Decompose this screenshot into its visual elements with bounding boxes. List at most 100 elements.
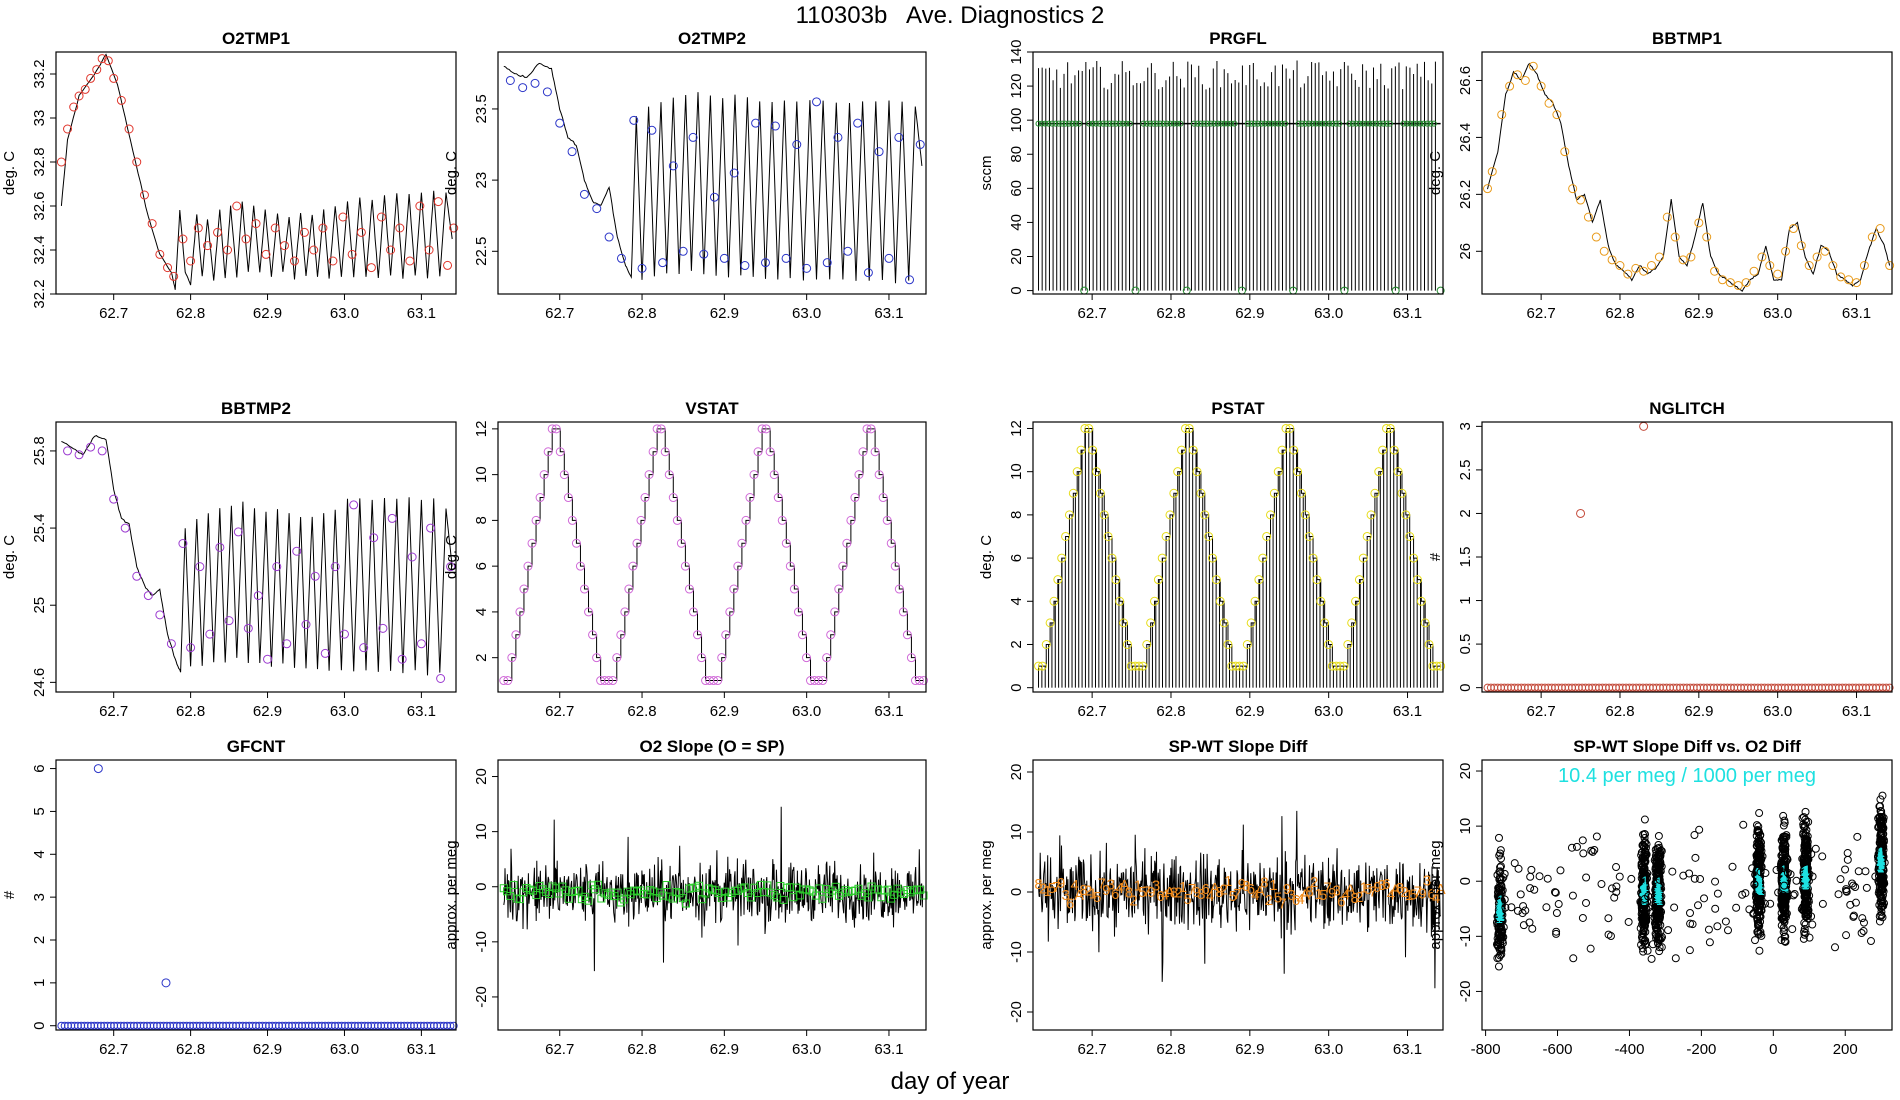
data-point xyxy=(1859,261,1869,271)
data-point xyxy=(801,653,811,663)
fit-label: 1 xyxy=(1495,907,1502,922)
x-tick-label: 62.7 xyxy=(545,305,574,322)
data-point xyxy=(1221,120,1228,127)
data-point xyxy=(1153,575,1163,585)
data-point xyxy=(853,118,863,128)
y-tick-label: 8 xyxy=(473,516,490,524)
data-point xyxy=(1416,596,1426,606)
data-point xyxy=(155,610,165,620)
fit-label: 1 xyxy=(1496,896,1503,911)
fit-label: 1 xyxy=(1782,881,1789,896)
data-label: 6 xyxy=(1156,888,1164,905)
data-point xyxy=(878,493,888,503)
y-tick-label: 2 xyxy=(1457,509,1474,517)
data-point xyxy=(1034,661,1044,671)
y-tick-label: 12 xyxy=(473,421,490,438)
data-label: 7 xyxy=(1052,879,1060,896)
data-point xyxy=(1751,936,1760,945)
data-point xyxy=(1582,898,1591,907)
data-point xyxy=(1582,873,1591,882)
data-point xyxy=(205,629,215,639)
data-point xyxy=(745,493,755,503)
data-point xyxy=(1670,232,1680,242)
data-point xyxy=(449,1021,458,1030)
panel-o2tmp1: O2TMP1 deg. C 32.2 32.4 32.6 32.8 33 33.2 62.7 62… xyxy=(1,29,459,322)
data-point xyxy=(882,515,892,525)
y-tick-label: 20 xyxy=(1008,248,1025,265)
data-label: 6 xyxy=(1382,876,1390,893)
y-tick-label: 6 xyxy=(31,764,48,772)
data-point xyxy=(1123,120,1130,127)
data-point xyxy=(695,881,704,890)
data-point xyxy=(567,147,577,157)
data-label: 8 xyxy=(1351,890,1359,907)
data-point xyxy=(1702,232,1712,242)
data-label: 7 xyxy=(1414,884,1422,901)
x-tick-label: 62.7 xyxy=(1078,305,1107,322)
data-label: 9 xyxy=(1283,881,1291,898)
data-point xyxy=(620,607,630,617)
data-point xyxy=(1165,510,1175,520)
data-point xyxy=(1494,962,1503,971)
x-tick-label: 63.1 xyxy=(1842,703,1871,720)
data-point xyxy=(1721,917,1730,926)
data-point xyxy=(1245,120,1252,127)
data-label: 2 xyxy=(1310,874,1318,891)
y-tick-label: 0.5 xyxy=(1457,634,1474,655)
data-point xyxy=(328,256,338,266)
data-point xyxy=(874,147,884,157)
x-tick-label: 62.8 xyxy=(1156,703,1185,720)
fit-label: 1 xyxy=(1756,882,1763,897)
data-point xyxy=(1258,553,1268,563)
panel-title: VSTAT xyxy=(685,399,739,418)
fit-label: 1 xyxy=(1639,882,1646,897)
data-point xyxy=(547,424,557,434)
data-label: 8 xyxy=(1125,885,1133,902)
y-tick-label: 0 xyxy=(31,1022,48,1030)
data-point xyxy=(850,493,860,503)
data-label: 2 xyxy=(1355,889,1363,906)
data-point xyxy=(1520,75,1530,85)
data-point xyxy=(664,470,674,480)
data-point xyxy=(684,584,694,594)
data-point xyxy=(826,630,836,640)
data-point xyxy=(1495,910,1504,919)
data-point xyxy=(161,978,171,988)
series-line xyxy=(503,806,924,972)
fit-label: 1 xyxy=(1497,902,1504,917)
fit-label: 1 xyxy=(1496,902,1503,917)
plot-frame xyxy=(1032,421,1444,693)
panel-title: SP-WT Slope Diff vs. O2 Diff xyxy=(1573,737,1801,756)
data-point xyxy=(1106,120,1113,127)
data-point xyxy=(1356,120,1363,127)
fit-label: 1 xyxy=(1497,907,1504,922)
data-point xyxy=(1496,863,1505,872)
data-point xyxy=(822,653,832,663)
fit-label: 1 xyxy=(1641,883,1648,898)
data-point xyxy=(1413,120,1420,127)
data-point xyxy=(109,73,119,83)
data-label: 1 xyxy=(1314,886,1322,903)
data-point xyxy=(551,424,561,434)
data-point xyxy=(1373,120,1380,127)
data-point xyxy=(1651,929,1660,938)
data-point xyxy=(894,584,904,594)
y-axis-label: approx. per meg xyxy=(978,840,995,949)
x-tick-label: -200 xyxy=(1686,1041,1716,1058)
data-point xyxy=(1526,884,1535,893)
data-point xyxy=(1859,927,1868,936)
data-point xyxy=(688,132,698,142)
data-point xyxy=(378,623,388,633)
data-point xyxy=(1591,232,1601,242)
data-point xyxy=(1526,872,1535,881)
fit-label: 1 xyxy=(1756,876,1763,891)
data-point xyxy=(721,630,731,640)
data-point xyxy=(616,630,626,640)
data-point xyxy=(132,157,142,167)
data-point xyxy=(1686,252,1696,262)
data-point xyxy=(1637,862,1646,871)
data-point xyxy=(195,562,205,572)
data-point xyxy=(1607,255,1617,265)
data-point xyxy=(1655,865,1664,874)
